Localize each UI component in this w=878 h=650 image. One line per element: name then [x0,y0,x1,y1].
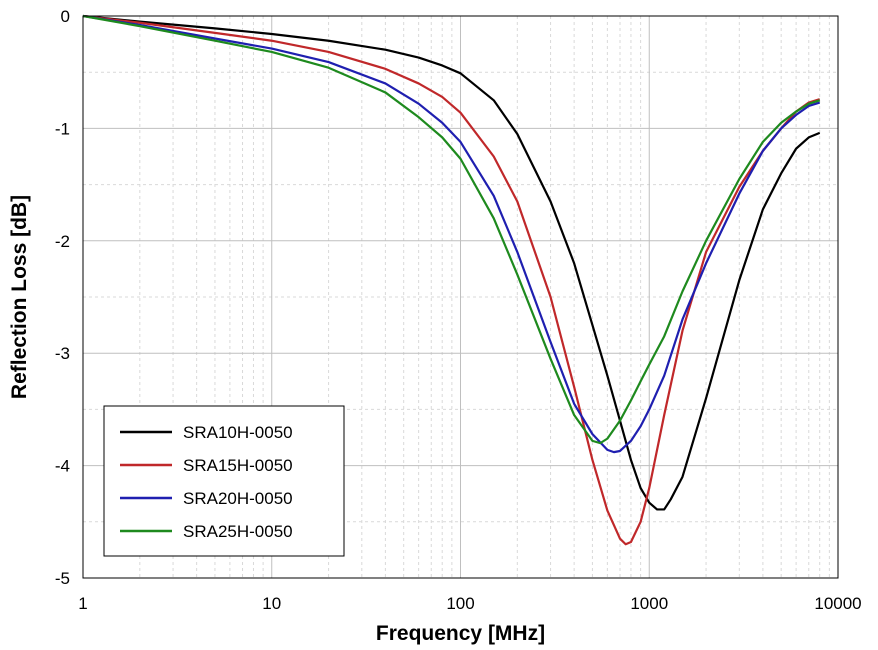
legend-label: SRA10H-0050 [183,423,293,442]
legend-label: SRA15H-0050 [183,456,293,475]
x-tick-label: 10 [262,594,281,613]
x-tick-label: 100 [446,594,474,613]
legend-label: SRA25H-0050 [183,522,293,541]
series-line-2 [82,14,821,546]
series-line-3 [82,14,821,454]
y-axis-title: Reflection Loss [dB] [8,195,31,399]
x-tick-label: 1000 [630,594,668,613]
series-layer [82,14,821,546]
legend: SRA10H-0050 SRA15H-0050 SRA20H-0050 SRA25H-… [103,405,345,557]
y-tick-label: -1 [55,119,70,138]
y-tick-label: -5 [55,569,70,588]
series-line-1 [82,14,821,511]
y-tick-label: -4 [55,457,70,476]
legend-label: SRA20H-0050 [183,489,293,508]
y-tick-label: -2 [55,232,70,251]
x-axis-title: Frequency [MHz] [376,622,545,645]
y-tick-label: 0 [61,7,70,26]
plot-frame [82,15,839,579]
series-line-4 [82,14,821,445]
x-tick-label: 1 [78,594,87,613]
y-tick-label: -3 [55,344,70,363]
x-tick-label: 10000 [814,594,861,613]
tick-layer: 1 10 100 1000 10000 0 -1 -2 -3 -4 -5 [55,7,862,613]
